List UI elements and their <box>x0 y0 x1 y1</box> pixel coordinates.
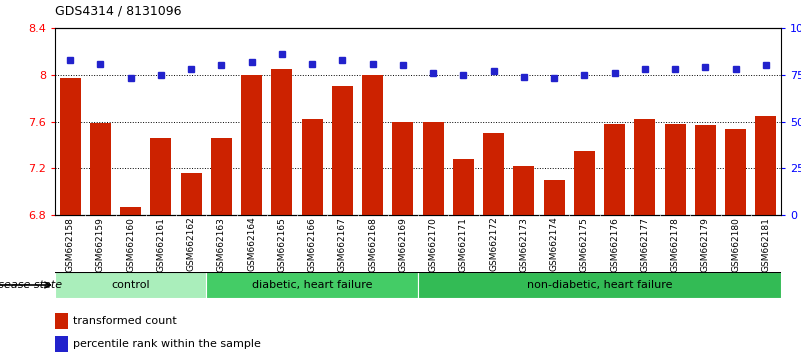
Bar <box>694 125 716 215</box>
Text: GSM662180: GSM662180 <box>731 217 740 272</box>
Text: GSM662175: GSM662175 <box>580 217 589 272</box>
Text: transformed count: transformed count <box>73 316 177 326</box>
Bar <box>725 129 747 215</box>
Text: GDS4314 / 8131096: GDS4314 / 8131096 <box>55 5 182 18</box>
Text: GSM662178: GSM662178 <box>670 217 679 272</box>
Text: GSM662168: GSM662168 <box>368 217 377 272</box>
Bar <box>180 173 202 215</box>
Text: disease state: disease state <box>0 280 62 290</box>
Bar <box>453 159 474 215</box>
Text: GSM662181: GSM662181 <box>762 217 771 272</box>
Bar <box>90 123 111 215</box>
Bar <box>544 180 565 215</box>
Bar <box>151 138 171 215</box>
Bar <box>665 124 686 215</box>
Bar <box>418 272 781 298</box>
Bar <box>59 78 81 215</box>
Text: GSM662169: GSM662169 <box>398 217 408 272</box>
Text: non-diabetic, heart failure: non-diabetic, heart failure <box>527 280 672 290</box>
Bar <box>604 124 626 215</box>
Bar <box>574 151 595 215</box>
Text: GSM662165: GSM662165 <box>277 217 287 272</box>
Text: GSM662164: GSM662164 <box>248 217 256 272</box>
Bar <box>241 75 262 215</box>
Text: GSM662167: GSM662167 <box>338 217 347 272</box>
Bar <box>272 69 292 215</box>
Bar <box>55 336 68 352</box>
Text: GSM662161: GSM662161 <box>156 217 165 272</box>
Text: GSM662163: GSM662163 <box>217 217 226 272</box>
Bar <box>392 121 413 215</box>
Text: GSM662172: GSM662172 <box>489 217 498 272</box>
Bar <box>211 138 232 215</box>
Bar <box>120 207 141 215</box>
Text: GSM662160: GSM662160 <box>126 217 135 272</box>
Text: GSM662176: GSM662176 <box>610 217 619 272</box>
Text: GSM662177: GSM662177 <box>640 217 650 272</box>
Text: GSM662170: GSM662170 <box>429 217 437 272</box>
Text: GSM662173: GSM662173 <box>519 217 529 272</box>
Bar <box>55 272 206 298</box>
Text: GSM662174: GSM662174 <box>549 217 558 272</box>
Text: percentile rank within the sample: percentile rank within the sample <box>73 339 261 349</box>
Bar <box>483 133 504 215</box>
Text: GSM662171: GSM662171 <box>459 217 468 272</box>
Bar <box>332 86 353 215</box>
Text: control: control <box>111 280 150 290</box>
Bar <box>513 166 534 215</box>
Bar <box>423 121 444 215</box>
Bar <box>55 313 68 329</box>
Bar <box>301 119 323 215</box>
Text: diabetic, heart failure: diabetic, heart failure <box>252 280 372 290</box>
Text: GSM662159: GSM662159 <box>96 217 105 272</box>
Bar <box>755 116 776 215</box>
Bar <box>206 272 418 298</box>
Text: GSM662162: GSM662162 <box>187 217 195 272</box>
Bar <box>362 75 383 215</box>
Bar <box>634 119 655 215</box>
Text: GSM662158: GSM662158 <box>66 217 74 272</box>
Text: GSM662179: GSM662179 <box>701 217 710 272</box>
Text: GSM662166: GSM662166 <box>308 217 316 272</box>
